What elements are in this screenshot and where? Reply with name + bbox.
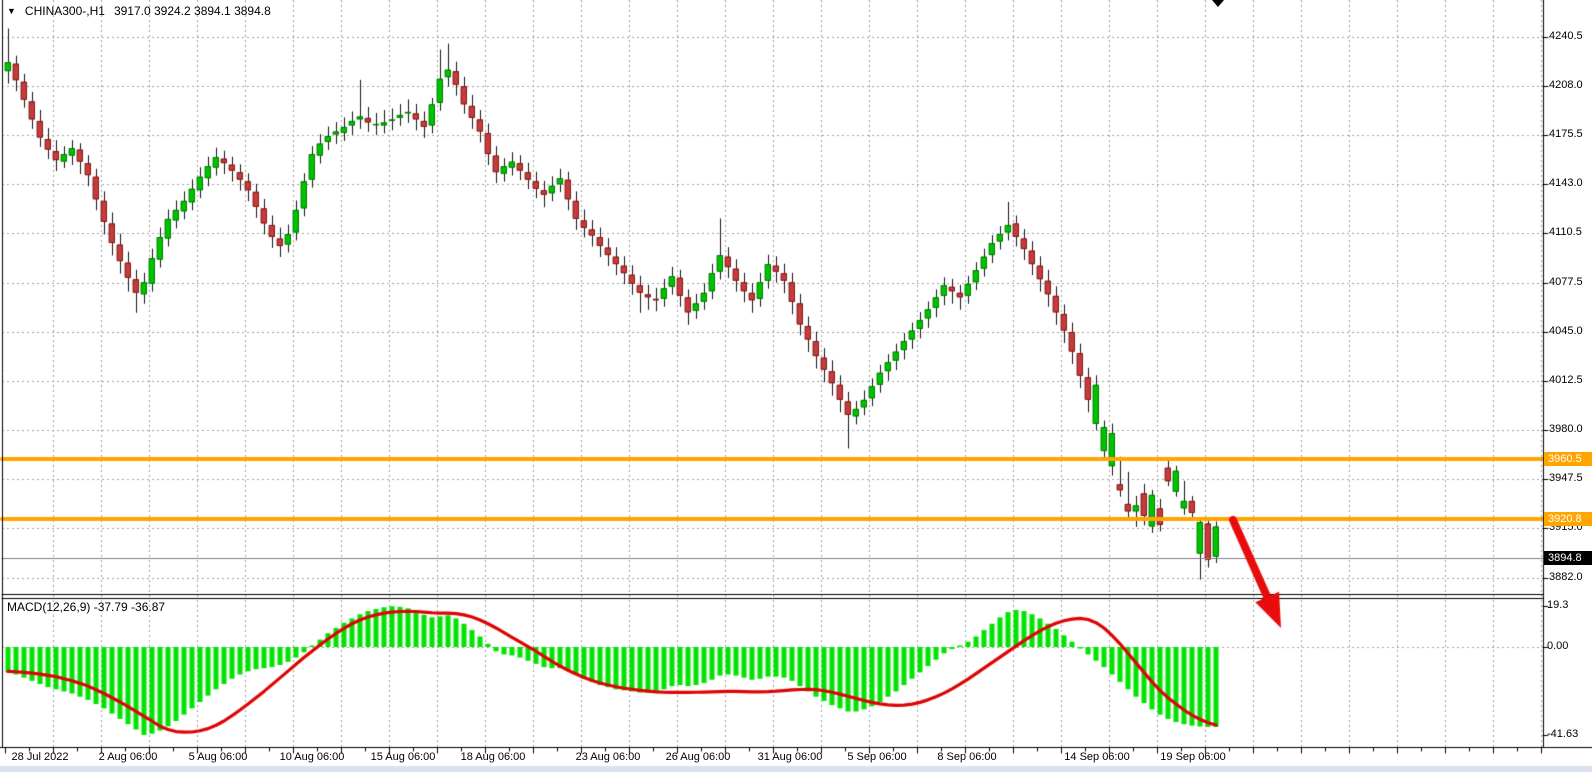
- macd-indicator-label: MACD(12,26,9) -37.79 -36.87: [7, 600, 166, 614]
- price-tag-support: 3920.8: [1544, 512, 1592, 527]
- price-axis-label: 4045.0: [1549, 324, 1583, 337]
- time-axis-label: 26 Aug 06:00: [665, 751, 731, 763]
- price-tag-resistance: 3960.5: [1544, 452, 1592, 467]
- price-axis-label: 4175.5: [1549, 128, 1583, 141]
- price-axis-label: 4110.5: [1549, 226, 1582, 239]
- time-axis-label: 15 Aug 06:00: [370, 751, 436, 763]
- price-tag-current: 3894.8: [1544, 551, 1592, 566]
- symbol-dropdown-icon[interactable]: ▼: [7, 6, 16, 16]
- ohlc-values: 3917.0 3924.2 3894.1 3894.8: [113, 4, 271, 18]
- time-axis-label: 19 Sep 06:00: [1160, 751, 1226, 763]
- time-axis-label: 14 Sep 06:00: [1064, 751, 1130, 763]
- time-axis-label: 10 Aug 06:00: [279, 751, 345, 763]
- price-axis-label: 4143.0: [1549, 177, 1583, 190]
- time-axis-label: 5 Aug 06:00: [188, 751, 248, 763]
- macd-axis-label: 0.00: [1547, 640, 1569, 652]
- price-axis-label: 3882.0: [1549, 570, 1583, 583]
- price-axis-label: 4208.0: [1549, 79, 1583, 92]
- time-axis-label: 8 Sep 06:00: [937, 751, 997, 763]
- macd-axis-label: -41.63: [1547, 728, 1579, 740]
- time-axis-label: 5 Sep 06:00: [847, 751, 907, 763]
- time-axis-label: 18 Aug 06:00: [460, 751, 526, 763]
- scroll-end-marker-icon[interactable]: [1212, 0, 1224, 7]
- price-axis-label: 3947.5: [1549, 472, 1583, 484]
- time-axis-label: 31 Aug 06:00: [757, 751, 823, 763]
- price-axis-label: 4077.5: [1549, 275, 1583, 288]
- price-axis-label: 4240.5: [1549, 30, 1583, 43]
- time-axis-label: 23 Aug 06:00: [575, 751, 641, 763]
- time-axis-label: 2 Aug 06:00: [98, 751, 158, 763]
- macd-axis-label: 19.3: [1547, 599, 1569, 612]
- symbol-period-label: CHINA300-,H1: [24, 4, 105, 18]
- time-axis-label: 28 Jul 2022: [11, 751, 69, 763]
- price-axis-label: 3980.0: [1549, 423, 1583, 435]
- chart-title-bar: ▼ CHINA300-,H1 3917.0 3924.2 3894.1 3894…: [7, 4, 271, 18]
- price-axis-label: 4012.5: [1549, 373, 1583, 386]
